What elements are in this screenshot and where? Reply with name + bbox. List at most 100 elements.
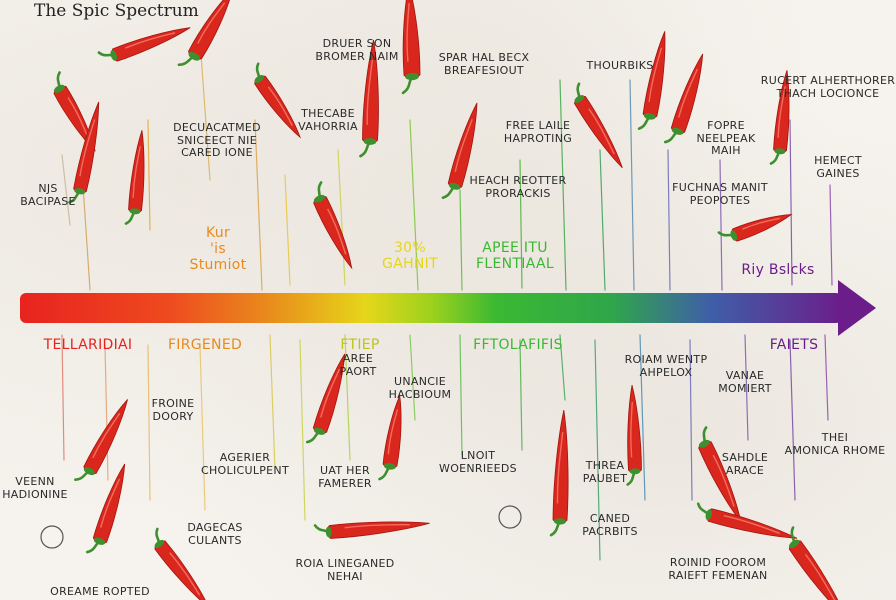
- top-label: FUCHNAS MANIT PEOPOTES: [672, 181, 768, 207]
- connector-line: [147, 119, 151, 231]
- connector-line: [299, 339, 306, 521]
- bottom-label: UAT HER FAMERER: [318, 464, 372, 490]
- chili-pepper-icon: [626, 384, 642, 486]
- connector-line: [829, 184, 833, 286]
- bottom-label: OREAME ROPTED: [50, 585, 150, 598]
- top-label: DRUER SON BROMER NAIM: [315, 37, 399, 63]
- scale-label-top: Riy Bslcks: [741, 262, 815, 278]
- bottom-label: THEI AMONICA RHOME: [784, 431, 886, 457]
- bottom-label: VANAE MOMIERT: [718, 369, 772, 395]
- chili-pepper-icon: [698, 426, 742, 523]
- connector-line: [344, 334, 351, 461]
- top-label: RUCERT ALHERTHORER THACH LOCIONCE: [760, 74, 896, 100]
- scale-label-top: Kur'is Stumiot: [189, 225, 247, 274]
- chili-pepper-icon: [401, 0, 421, 95]
- connector-line: [789, 119, 793, 286]
- chili-pepper-icon: [717, 214, 793, 242]
- top-label: HEMECT GAINES: [814, 154, 862, 180]
- scale-label-top: APEE ITU FLENTIAAL: [476, 240, 554, 273]
- bottom-label: ROIAM WENTP AHPELOX: [624, 353, 708, 379]
- connector-line: [594, 339, 601, 561]
- chili-pepper-icon: [313, 181, 353, 270]
- doodle-circle: [498, 505, 522, 529]
- connector-line: [629, 79, 635, 291]
- chili-pepper-icon: [441, 102, 478, 200]
- chili-pepper-icon: [788, 526, 847, 600]
- scale-label-top: 30% GAHNIT: [382, 240, 438, 273]
- connector-line: [744, 334, 749, 441]
- scale-label-bottom: FAIETS: [769, 337, 819, 353]
- top-label: HEACH REOTTER PRORACKIS: [469, 174, 567, 200]
- top-label: FOPRE NEELPEAK MAIH: [696, 119, 756, 158]
- chili-pepper-icon: [305, 353, 346, 444]
- top-label: NJS BACIPASE: [20, 182, 76, 208]
- connector-line: [199, 39, 211, 181]
- chili-pepper-icon: [637, 31, 666, 131]
- connector-line: [459, 189, 463, 291]
- scale-label-bottom: FFTOLAFIFIS: [473, 337, 563, 353]
- connector-line: [559, 79, 567, 291]
- top-label: DECUACATMED SNICEECT NIE CARED IONE: [173, 121, 261, 160]
- top-label: THOURBIKS: [586, 59, 654, 72]
- bottom-label: UNANCIE HACBIOUM: [388, 375, 452, 401]
- bottom-label: ROIA LINEGANED NEHAI: [295, 557, 395, 583]
- connector-line: [824, 334, 829, 421]
- chili-pepper-icon: [154, 527, 210, 600]
- top-label: THECABE VAHORRIA: [298, 107, 358, 133]
- connector-line: [61, 334, 65, 461]
- bottom-label: THREA PAUBET: [582, 459, 628, 485]
- connector-line: [719, 159, 723, 291]
- chili-pepper-icon: [53, 71, 96, 152]
- connector-line: [337, 149, 346, 286]
- chili-pepper-icon: [574, 82, 623, 169]
- chili-pepper-icon: [696, 502, 798, 539]
- bottom-label: VEENN HADIONINE: [2, 475, 68, 501]
- chili-pepper-icon: [359, 39, 379, 158]
- spectrum-bar: [20, 293, 842, 323]
- chili-pepper-icon: [769, 70, 790, 165]
- connector-line: [789, 339, 796, 501]
- connector-line: [519, 159, 523, 289]
- connector-line: [269, 334, 276, 471]
- connector-line: [284, 174, 291, 286]
- connector-line: [559, 334, 566, 401]
- bottom-label: AREE PAORT: [339, 352, 377, 378]
- scale-label-bottom: FTIEP: [340, 337, 380, 353]
- connector-line: [104, 344, 109, 481]
- chili-pepper-icon: [549, 409, 569, 537]
- chili-pepper-icon: [74, 399, 128, 481]
- chili-pepper-icon: [85, 463, 126, 554]
- bottom-label: ROINID FOOROM RAIEFT FEMENAN: [668, 556, 768, 582]
- connector-line: [409, 334, 416, 421]
- connector-line: [254, 119, 263, 291]
- connector-line: [459, 334, 463, 456]
- connector-line: [61, 154, 71, 226]
- connector-line: [667, 149, 671, 291]
- bottom-label: AGERIER CHOLICULPENT: [201, 451, 289, 477]
- connector-line: [409, 119, 419, 291]
- chili-pepper-icon: [124, 130, 145, 225]
- chili-pepper-icon: [177, 0, 234, 67]
- doodle-circle: [40, 525, 64, 549]
- bottom-label: DAGECAS CULANTS: [187, 521, 243, 547]
- connector-line: [519, 339, 523, 451]
- connector-line: [199, 344, 206, 511]
- spectrum-arrowhead: [838, 280, 876, 336]
- chili-pepper-icon: [97, 27, 191, 62]
- scale-label-bottom: TELLARIDIAI: [43, 337, 133, 353]
- bottom-label: CANED PACRBITS: [582, 512, 638, 538]
- bottom-label: LNOIT WOENRIEEDS: [439, 449, 517, 475]
- connector-line: [599, 149, 606, 291]
- chili-pepper-icon: [68, 101, 100, 204]
- chili-pepper-icon: [254, 62, 302, 139]
- connector-line: [639, 334, 646, 501]
- bottom-label: SAHDLE ARACE: [721, 451, 769, 477]
- page-title: The Spic Spectrum: [34, 1, 199, 21]
- chili-pepper-icon: [313, 521, 430, 539]
- chili-pepper-icon: [378, 394, 402, 481]
- bottom-label: FROINE DOORY: [151, 397, 195, 423]
- top-label: SPAR HAL BECX BREAFESIOUT: [438, 51, 530, 77]
- scale-label-bottom: FIRGENED: [167, 337, 243, 353]
- connector-line: [147, 344, 151, 501]
